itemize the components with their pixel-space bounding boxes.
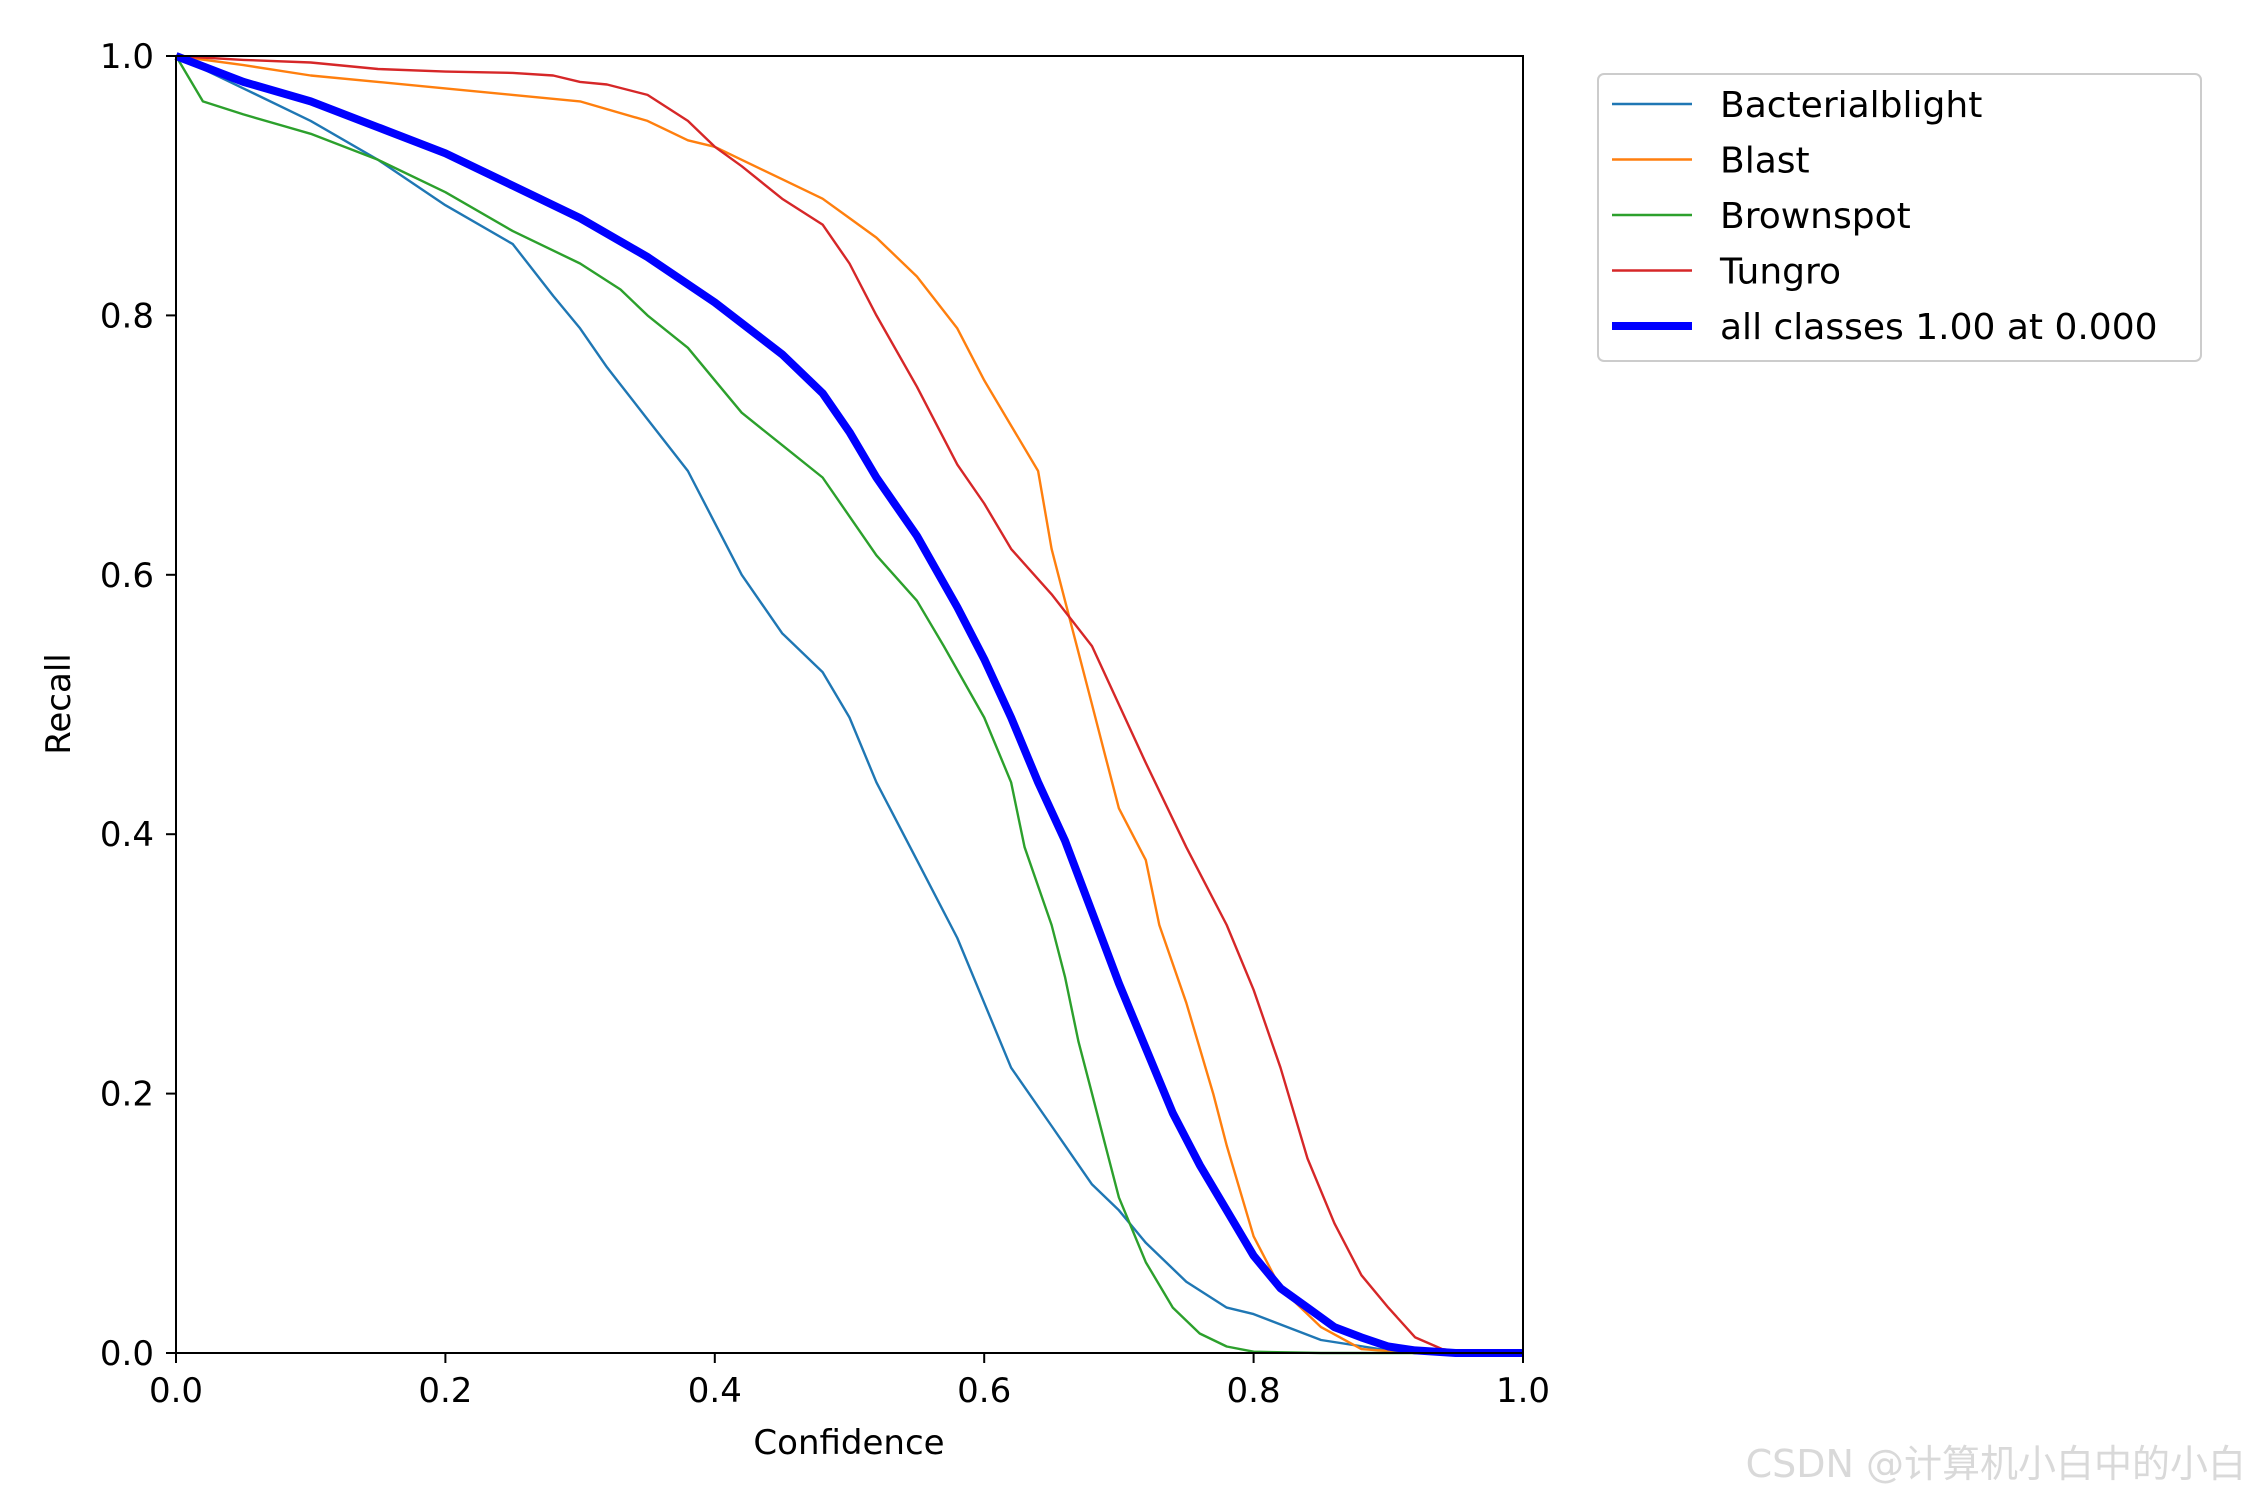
y-tick-label-0: 0.0	[100, 1334, 154, 1374]
y-axis-label: Recall	[39, 653, 79, 754]
x-axis-label: Confidence	[753, 1423, 944, 1463]
x-tick-label-3: 0.6	[957, 1371, 1011, 1411]
x-tick-label-1: 0.2	[418, 1371, 472, 1411]
legend-label-0: Bacterialblight	[1720, 85, 1982, 126]
legend-label-3: Tungro	[1719, 252, 1841, 293]
series-line-1	[175, 54, 1523, 1355]
plot-frame	[175, 55, 1524, 1354]
series-line-3	[175, 54, 1523, 1355]
x-tick-label-5: 1.0	[1496, 1371, 1550, 1411]
legend-box	[1597, 73, 2202, 362]
legend-label-2: Brownspot	[1720, 196, 1911, 237]
series-line-4	[174, 52, 1523, 1357]
x-tick-label-0: 0.0	[149, 1371, 203, 1411]
legend-label-1: Blast	[1720, 141, 1810, 182]
y-tick-label-5: 1.0	[100, 37, 154, 77]
watermark-text: CSDN @计算机小白中的小白	[1745, 1442, 2246, 1486]
series-line-0	[175, 54, 1523, 1355]
x-tick-label-2: 0.4	[688, 1371, 742, 1411]
legend-label-4: all classes 1.00 at 0.000	[1720, 307, 2158, 348]
y-tick-label-3: 0.6	[100, 556, 154, 596]
y-axis: 0.0 0.2 0.4 0.6 0.8 1.0	[100, 37, 176, 1374]
series-layer	[174, 52, 1523, 1357]
x-tick-label-4: 0.8	[1227, 1371, 1281, 1411]
x-axis: 0.0 0.2 0.4 0.6 0.8 1.0	[149, 1353, 1550, 1411]
series-line-2	[174, 55, 1523, 1355]
y-tick-label-1: 0.2	[100, 1075, 154, 1115]
legend: Bacterialblight Blast Brownspot Tungro all c…	[1597, 73, 2202, 362]
y-tick-label-4: 0.8	[100, 296, 154, 336]
y-tick-label-2: 0.4	[100, 815, 154, 855]
